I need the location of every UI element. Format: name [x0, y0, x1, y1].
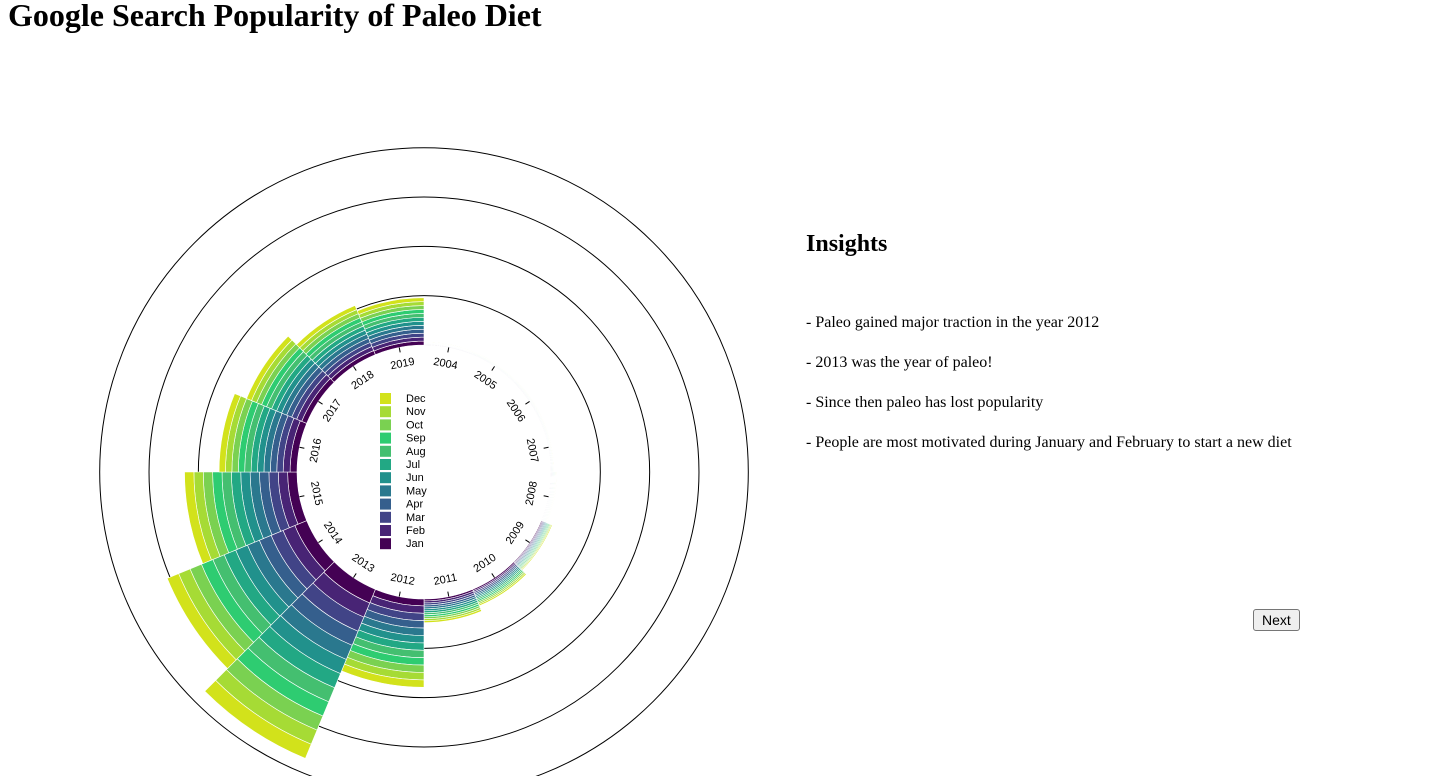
legend-swatch: [380, 511, 391, 523]
legend-label: Dec: [406, 393, 426, 405]
bar-segment: [218, 393, 241, 473]
year-label: 2011: [433, 572, 459, 588]
legend-swatch: [380, 459, 391, 470]
insights-list: - Paleo gained major traction in the yea…: [806, 313, 1292, 473]
insight-item: - 2013 was the year of paleo!: [806, 354, 993, 371]
grid-circle: [148, 196, 700, 748]
year-tick: [525, 401, 530, 405]
insight-item: - Paleo gained major traction in the yea…: [806, 314, 1100, 331]
legend-label: Jan: [406, 538, 424, 550]
grid-circle: [99, 147, 749, 776]
legend-label: Mar: [406, 512, 425, 524]
legend-label: Apr: [406, 499, 423, 511]
year-tick: [299, 446, 305, 449]
year-tick: [353, 573, 357, 578]
year-label: 2012: [389, 572, 415, 589]
year-tick: [447, 591, 450, 597]
legend-swatch: [380, 393, 391, 404]
year-tick: [525, 539, 530, 543]
year-label: 2005: [472, 369, 499, 393]
bar-segment: [166, 573, 237, 669]
year-label: 2007: [524, 437, 541, 463]
legend-swatch: [380, 406, 391, 418]
year-tick: [299, 495, 305, 498]
legend-swatch: [380, 419, 391, 431]
year-label: 2014: [321, 520, 345, 547]
legend-label: Jul: [406, 459, 420, 471]
insight-item: - People are most motivated during Janua…: [806, 434, 1292, 451]
year-label: 2017: [321, 397, 345, 424]
bar-segment: [204, 679, 312, 759]
legend-label: May: [406, 485, 427, 497]
page-title: Google Search Popularity of Paleo Diet: [8, 0, 542, 33]
year-label: 2013: [349, 552, 376, 576]
year-tick: [318, 539, 323, 543]
year-tick: [318, 401, 323, 405]
year-label: 2009: [504, 520, 528, 547]
legend-label: Nov: [406, 406, 426, 418]
year-label: 2006: [504, 397, 528, 424]
legend-swatch: [380, 445, 391, 457]
legend-swatch: [380, 432, 391, 444]
year-label: 2019: [389, 356, 415, 373]
year-tick: [447, 347, 450, 353]
year-tick: [491, 366, 495, 371]
year-label: 2016: [308, 437, 325, 463]
legend-swatch: [380, 538, 391, 550]
legend-swatch: [380, 525, 391, 536]
insight-item: - Since then paleo has lost popularity: [806, 394, 1044, 411]
legend-label: Aug: [406, 446, 426, 458]
year-tick: [543, 446, 549, 449]
year-label: 2015: [308, 480, 325, 506]
bar-segment: [246, 335, 293, 401]
year-label: 2010: [472, 552, 499, 576]
bar-segment: [356, 297, 425, 315]
legend-label: Sep: [406, 433, 426, 445]
bar-segment: [184, 471, 212, 565]
legend-label: Feb: [406, 525, 425, 537]
radial-chart: 2004200520062007200820092010201120122013…: [99, 147, 749, 776]
year-label: 2008: [524, 480, 541, 506]
year-tick: [398, 347, 401, 353]
legend-label: Jun: [406, 472, 424, 484]
next-button[interactable]: Next: [1253, 609, 1300, 631]
legend-swatch: [380, 485, 391, 497]
bars: [166, 297, 558, 759]
year-tick: [398, 591, 401, 597]
year-label: 2018: [349, 369, 376, 393]
legend-swatch: [380, 498, 391, 510]
year-label: 2004: [432, 356, 458, 373]
year-tick: [491, 573, 495, 578]
year-tick: [543, 495, 549, 498]
bar-segment: [296, 305, 358, 349]
year-axis: 2004200520062007200820092010201120122013…: [299, 347, 549, 597]
year-tick: [353, 366, 357, 371]
insights-title: Insights: [806, 231, 888, 257]
legend-label: Oct: [406, 419, 423, 431]
legend-swatch: [380, 472, 391, 484]
